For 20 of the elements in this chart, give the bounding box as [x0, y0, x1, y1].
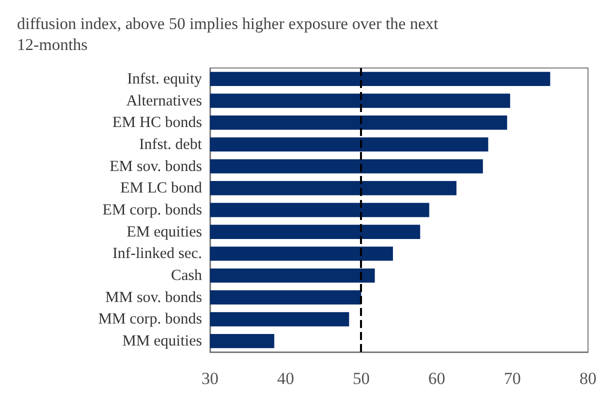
y-tick-label: Alternatives — [126, 92, 202, 110]
y-tick-label: EM equities — [126, 223, 202, 240]
y-tick-label: Inf-linked sec. — [112, 245, 202, 262]
y-tick-label: EM LC bond — [120, 180, 202, 197]
y-tick-label: EM sov. bonds — [110, 158, 202, 175]
y-tick-label: Cash — [171, 267, 202, 284]
y-tick-label: MM sov. bonds — [105, 288, 202, 306]
y-tick-label: MM corp. bonds — [98, 310, 202, 328]
x-tick-label: 30 — [202, 369, 218, 388]
chart-title: diffusion index, above 50 implies higher exposure over the next 12-months — [17, 14, 439, 54]
x-tick-label: 40 — [277, 369, 294, 388]
x-tick-label: 80 — [580, 369, 596, 388]
x-tick-label: 70 — [504, 369, 521, 388]
x-tick-label: 60 — [428, 369, 446, 388]
y-tick-label: EM corp. bonds — [102, 202, 202, 218]
y-tick-label: Infst. debt — [139, 136, 203, 153]
y-tick-label: Infst. equity — [127, 70, 202, 88]
y-tick-label: MM equities — [122, 332, 202, 350]
y-tick-label: EM HC bonds — [112, 114, 202, 132]
x-tick-label: 50 — [352, 369, 370, 388]
